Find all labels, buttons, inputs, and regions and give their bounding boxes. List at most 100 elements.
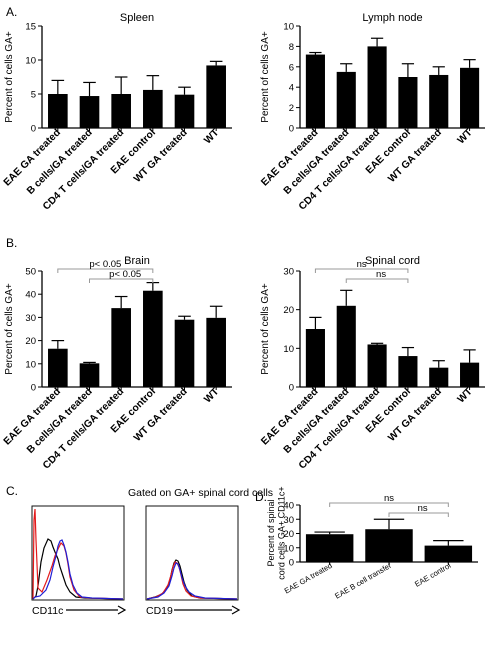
bar xyxy=(424,545,473,562)
chart-spinal-cord: 0 10 20 30 Spinal cord Percent of cells GA+ EA… xyxy=(259,255,485,472)
chart-brain: 0 10 20 30 40 50 Brain Percent of cells GA+ EAE … xyxy=(2,255,232,472)
y-axis-label: Percent of spinalcord cells GA+ CD11c+ xyxy=(266,486,286,579)
y-tick-label: 0 xyxy=(289,558,294,569)
bar xyxy=(367,344,387,387)
category-label: WT xyxy=(456,386,476,406)
chart-title: Brain xyxy=(124,255,150,267)
bar xyxy=(174,319,195,387)
panel-label-d: D. xyxy=(255,490,267,504)
y-tick-label: 20 xyxy=(283,529,294,540)
y-tick-label: 30 xyxy=(283,515,294,526)
significance-label: p< 0.05 xyxy=(109,269,141,280)
bar xyxy=(79,96,100,128)
bar xyxy=(79,363,100,387)
bar xyxy=(48,348,68,387)
category-label: EAE B cell transfer xyxy=(333,561,393,601)
significance-bracket xyxy=(57,268,154,273)
category-label: WT xyxy=(202,386,222,406)
significance-bracket xyxy=(345,278,409,283)
y-axis-label: Percent of cells GA+ xyxy=(4,283,15,375)
histogram-cd19-blue xyxy=(146,562,238,600)
y-tick-label: 8 xyxy=(289,42,294,53)
y-tick-label: 30 xyxy=(25,313,36,324)
y-tick-label: 4 xyxy=(289,83,294,94)
y-tick-label: 5 xyxy=(31,90,36,101)
y-tick-label: 10 xyxy=(283,22,294,33)
y-tick-label: 30 xyxy=(283,267,294,278)
significance-label: ns xyxy=(376,269,386,280)
category-label: WT xyxy=(456,127,476,147)
y-tick-label: 2 xyxy=(289,103,294,114)
bar xyxy=(143,89,163,128)
significance-bracket xyxy=(314,268,409,273)
bar xyxy=(365,529,413,562)
y-tick-label: 50 xyxy=(25,267,36,278)
chart-lymph-node: 0 2 4 6 8 10 Lymph node Percent of cells GA+ EAE… xyxy=(259,12,485,213)
histogram-cd11c-black xyxy=(32,538,124,600)
category-label: WT GA treated xyxy=(386,386,444,444)
y-tick-label: 10 xyxy=(25,56,36,67)
bar xyxy=(111,94,131,128)
histogram-cd19-black xyxy=(146,559,238,600)
y-tick-label: 40 xyxy=(25,290,36,301)
y-tick-label: 0 xyxy=(289,124,294,135)
y-tick-label: 0 xyxy=(31,383,36,394)
y-axis-label: Percent of cells GA+ xyxy=(4,31,15,123)
category-label: EAE GA treated xyxy=(2,127,63,188)
histogram-cd11c-blue xyxy=(32,539,124,600)
bar xyxy=(429,367,449,387)
histogram-cd19-frame xyxy=(145,505,239,601)
bar xyxy=(305,54,325,129)
histogram-cd11c: CD11c xyxy=(31,505,127,617)
category-label: WT xyxy=(202,127,222,147)
histogram-cd11c-xlabel: CD11c xyxy=(32,605,63,617)
y-axis-label: Percent of cells GA+ xyxy=(260,283,271,375)
flow-caption: Gated on GA+ spinal cord cells xyxy=(128,487,273,499)
bar xyxy=(429,74,449,128)
bar xyxy=(143,290,163,387)
histogram-cd19-xlabel: CD19 xyxy=(146,605,173,617)
significance-label: p< 0.05 xyxy=(89,259,121,270)
bar xyxy=(460,67,480,128)
arrow-icon xyxy=(117,605,127,615)
bar xyxy=(460,362,480,387)
bar xyxy=(48,94,68,128)
significance-bracket xyxy=(329,502,449,507)
significance-label: ns xyxy=(357,259,367,270)
histogram-cd11c-frame xyxy=(31,505,125,601)
bar xyxy=(398,77,418,128)
y-tick-label: 15 xyxy=(25,22,36,33)
panel-label-a: A. xyxy=(6,5,17,19)
histogram-cd19: CD19 xyxy=(145,505,241,617)
bar xyxy=(305,329,325,387)
y-tick-label: 0 xyxy=(289,383,294,394)
y-tick-label: 10 xyxy=(283,543,294,554)
significance-bracket xyxy=(388,512,449,517)
y-tick-label: 10 xyxy=(283,344,294,355)
y-tick-label: 10 xyxy=(25,359,36,370)
bar xyxy=(174,94,195,128)
bar xyxy=(336,71,356,128)
bar xyxy=(336,305,356,387)
panel-label-c: C. xyxy=(6,484,18,498)
significance-label: ns xyxy=(384,493,394,504)
bar xyxy=(206,65,226,128)
bar xyxy=(111,308,131,387)
y-tick-label: 6 xyxy=(289,62,294,73)
category-label: EAE GA treated xyxy=(2,386,63,447)
bar xyxy=(305,534,354,562)
panel-label-b: B. xyxy=(6,236,17,250)
category-label: EAE GA treated xyxy=(259,127,320,188)
y-tick-label: 20 xyxy=(25,336,36,347)
histogram-cd11c-red xyxy=(32,508,124,600)
bar xyxy=(367,46,387,128)
bar xyxy=(398,356,418,387)
arrow-icon xyxy=(231,605,241,615)
chart-title: Spinal cord xyxy=(365,255,420,267)
chart-title: Lymph node xyxy=(362,12,422,24)
y-axis-label: Percent of cells GA+ xyxy=(260,31,271,123)
y-tick-label: 0 xyxy=(31,124,36,135)
category-label: EAE control xyxy=(413,561,452,589)
